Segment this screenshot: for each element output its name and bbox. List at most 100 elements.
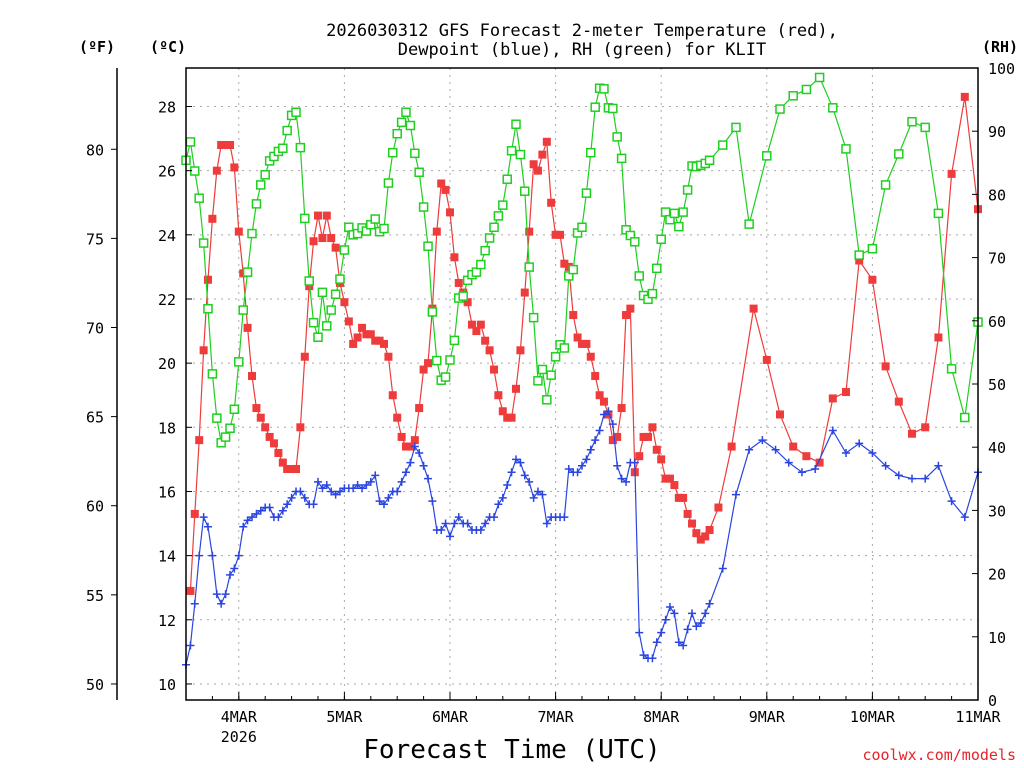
rh-point: [788, 91, 798, 101]
temperature-point: [705, 525, 714, 534]
dewpoint-point: [186, 641, 195, 650]
temperature-point: [432, 227, 441, 236]
temperature-point: [371, 336, 380, 345]
temperature-point: [292, 465, 301, 474]
dewpoint-point: [665, 602, 674, 611]
temperature-point: [454, 278, 463, 287]
rh-point: [669, 208, 680, 219]
rh-point: [317, 287, 328, 298]
temperature-point: [397, 432, 406, 441]
x-axis: 4MAR 2026 5MAR 6MAR 7MAR 8MAR 9MAR 10MAR 11MAR: [185, 692, 1002, 746]
dewpoint-point: [731, 490, 740, 499]
dewpoint-point: [960, 513, 969, 522]
temperature-point: [881, 362, 890, 371]
dewpoint-point: [287, 493, 296, 502]
rh-point: [392, 128, 402, 139]
rh-point: [867, 244, 878, 254]
x-tick-label: 8MAR: [643, 708, 680, 726]
dewpoint-point: [243, 516, 252, 525]
rh-point: [493, 211, 504, 221]
dewpoint-point: [248, 513, 256, 522]
dewpoint-point: [811, 465, 820, 474]
dewpoint-line: [185, 410, 979, 665]
celsius-tick-label: 10: [158, 676, 176, 694]
temperature-point: [635, 452, 644, 461]
rh-tick-label: 30: [988, 502, 1006, 520]
dewpoint-point: [771, 445, 780, 454]
rh-point: [344, 222, 354, 233]
dewpoint-point: [366, 477, 375, 486]
x-tick-label: 7MAR: [538, 708, 575, 726]
temperature-point: [274, 448, 283, 457]
rh-point: [247, 228, 257, 239]
dewpoint-point: [239, 522, 248, 531]
temperature-point: [388, 391, 397, 400]
dewpoint-point: [586, 445, 595, 454]
dewpoint-point: [657, 628, 666, 637]
x-tick-label: 6MAR: [432, 708, 469, 726]
dewpoint-point: [283, 500, 292, 509]
dewpoint-point: [199, 513, 208, 522]
dewpoint-point: [503, 481, 512, 490]
dewpoint-point: [208, 551, 217, 560]
temperature-point: [230, 163, 239, 172]
dewpoint-point: [331, 490, 340, 499]
temperature-point: [573, 333, 582, 342]
dewpoint-point: [397, 477, 406, 486]
temperature-point: [278, 458, 287, 467]
celsius-tick-label: 16: [158, 483, 176, 501]
dewpoint-point: [701, 609, 710, 618]
temperature-point: [481, 336, 490, 345]
temperature-point: [894, 397, 903, 406]
temperature-point: [525, 227, 534, 236]
dewpoint-point: [494, 500, 503, 509]
dewpoint-point: [512, 455, 520, 464]
dewpoint-point: [203, 522, 212, 531]
temperature-point: [727, 442, 736, 451]
temperature-point: [221, 140, 230, 149]
dewpoint-point: [679, 641, 688, 650]
dewpoint-point: [718, 564, 727, 573]
dewpoint-point: [349, 484, 358, 493]
celsius-tick-label: 20: [158, 355, 176, 373]
temperature-point: [296, 423, 305, 432]
temperature-point: [622, 311, 631, 320]
temperature-point: [547, 198, 556, 207]
rh-point: [220, 432, 231, 442]
temperature-point: [450, 253, 459, 262]
temperature-point: [349, 339, 358, 348]
dewpoint-point: [683, 625, 692, 634]
dewpoint-point: [705, 599, 714, 608]
temperature-point: [309, 237, 318, 246]
temperature-point: [842, 388, 850, 397]
temperature-point: [199, 346, 208, 355]
fahrenheit-tick-label: 65: [86, 409, 104, 427]
dewpoint-point: [441, 519, 450, 528]
rh-point: [960, 412, 970, 423]
temperature-point: [190, 509, 199, 518]
rh-point: [546, 370, 556, 380]
temperature-point: [542, 137, 551, 146]
rh-point: [383, 178, 394, 188]
rh-point: [242, 267, 253, 277]
dewpoint-point: [516, 458, 525, 467]
dewpoint-point: [463, 519, 472, 528]
temperature-point: [652, 445, 661, 454]
dewpoint-point: [278, 506, 287, 515]
rh-point: [656, 234, 666, 245]
dewpoint-point: [490, 513, 499, 522]
x-tick-label: 9MAR: [749, 708, 786, 726]
temperature-point: [644, 432, 652, 441]
dewpoint-point: [234, 551, 243, 560]
temperature-point: [476, 320, 485, 329]
rh-point: [251, 199, 262, 209]
dewpoint-point: [578, 461, 586, 470]
rh-point: [634, 271, 644, 281]
temperature-point: [424, 359, 433, 368]
rh-point: [410, 148, 420, 159]
rh-point: [920, 122, 930, 133]
temperature-point: [661, 474, 670, 483]
dewpoint-point: [648, 654, 657, 663]
rh-tick-label: 90: [988, 123, 1006, 141]
rh-point: [515, 149, 526, 160]
